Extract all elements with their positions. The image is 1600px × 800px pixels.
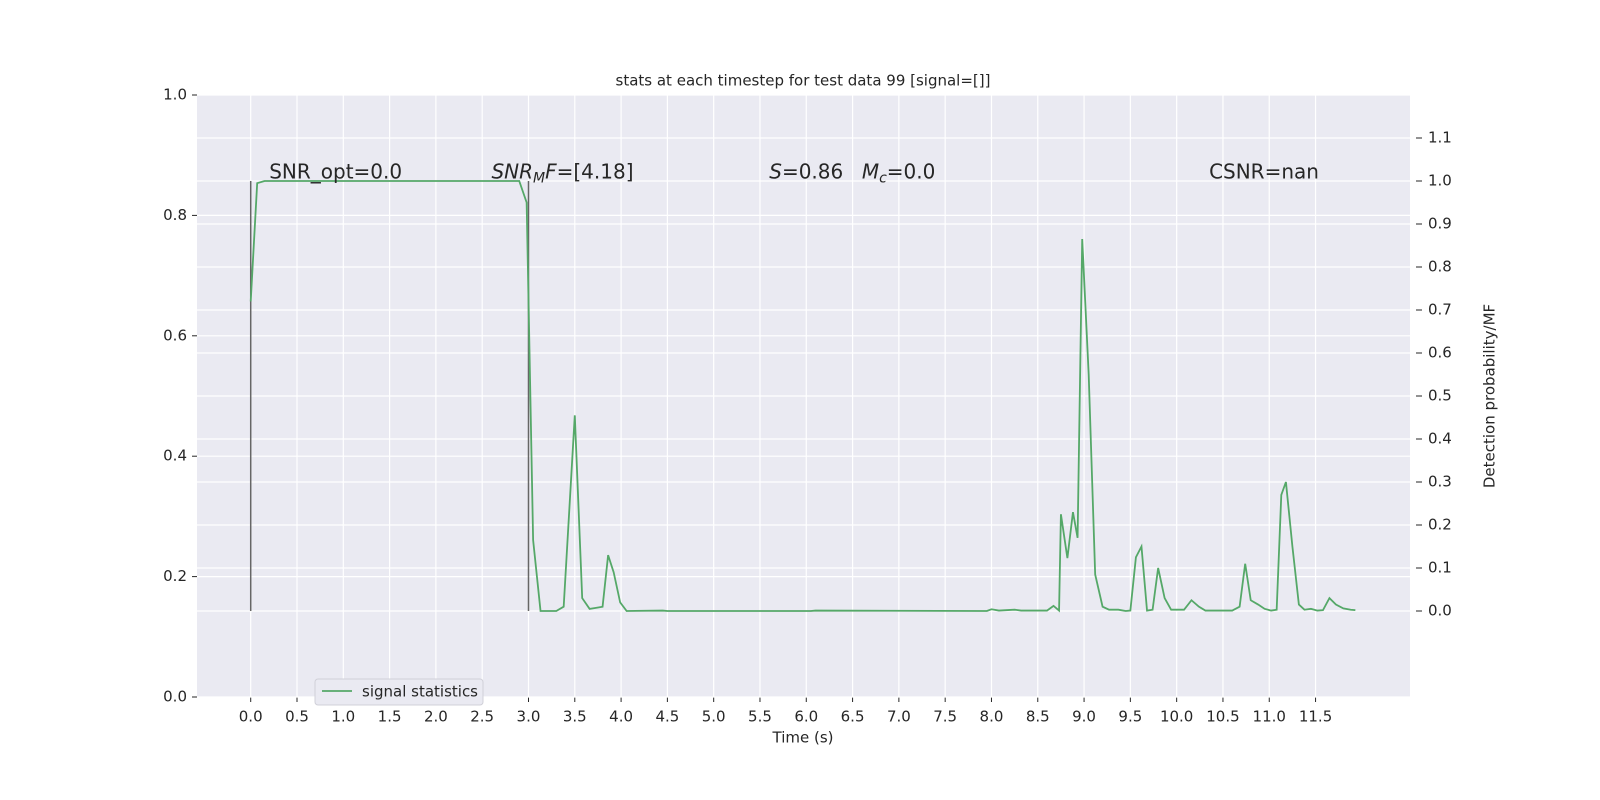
annotation-part: SNR: [491, 159, 533, 183]
y-tick-label: 0.6: [163, 326, 187, 344]
x-tick-label: 3.0: [517, 708, 541, 726]
x-tick-label: 3.5: [563, 708, 587, 726]
y2-tick-label: 0.5: [1428, 387, 1452, 405]
annotation: SNRMF=[4.18]: [491, 159, 633, 187]
x-tick-label: 9.0: [1072, 708, 1096, 726]
x-tick-label: 8.5: [1026, 708, 1050, 726]
x-tick-label: 5.5: [748, 708, 772, 726]
legend-label: signal statistics: [362, 683, 478, 701]
y2-tick-label: 0.0: [1428, 602, 1452, 620]
x-tick-label: 8.0: [980, 708, 1004, 726]
y-tick-label: 0.4: [163, 447, 187, 465]
y-tick-label: 0.8: [163, 206, 187, 224]
annotation-part: CSNR=nan: [1209, 159, 1319, 183]
y2-tick-label: 0.1: [1428, 559, 1452, 577]
x-axis-label: Time (s): [772, 729, 834, 747]
annotation: S=0.86: [769, 159, 843, 183]
legend-box: [314, 678, 484, 706]
annotation-part: =0.0: [887, 159, 936, 183]
x-tick-label: 11.0: [1253, 708, 1286, 726]
x-tick-label: 2.5: [470, 708, 494, 726]
x-tick-label: 1.0: [331, 708, 355, 726]
annotation-part: =0.86: [782, 159, 843, 183]
x-tick-label: 10.5: [1206, 708, 1239, 726]
annotation-part: SNR_opt=0.0: [269, 159, 402, 183]
x-tick-label: 2.0: [424, 708, 448, 726]
y2-tick-label: 1.0: [1428, 172, 1452, 190]
x-tick-label: 1.5: [378, 708, 402, 726]
legend: signal statistics: [314, 678, 484, 706]
x-tick-label: 10.0: [1160, 708, 1193, 726]
chart-title: stats at each timestep for test data 99 …: [616, 72, 991, 90]
x-tick-label: 11.5: [1299, 708, 1332, 726]
y2-tick-label: 0.9: [1428, 215, 1452, 233]
annotation-part: M: [862, 159, 879, 183]
annotation-part: S: [769, 159, 782, 183]
y2-tick-label: 0.2: [1428, 516, 1452, 534]
y-tick-label: 0.2: [163, 567, 187, 585]
x-tick-label: 6.0: [794, 708, 818, 726]
y2-tick-label: 0.3: [1428, 473, 1452, 491]
annotation-part: F: [545, 159, 557, 183]
x-tick-label: 4.5: [655, 708, 679, 726]
y-tick-label: 1.0: [163, 86, 187, 104]
x-tick-label: 7.0: [887, 708, 911, 726]
y2-tick-label: 0.4: [1428, 430, 1452, 448]
series-line: [249, 180, 1356, 613]
annotation: Mc=0.0: [862, 159, 936, 187]
x-tick-label: 5.0: [702, 708, 726, 726]
annotation-part: =[4.18]: [557, 159, 634, 183]
y-tick-label: 0.0: [163, 688, 187, 706]
x-tick-label: 0.0: [239, 708, 263, 726]
x-tick-label: 6.5: [841, 708, 865, 726]
y2-tick-label: 0.7: [1428, 301, 1452, 319]
annotation-part: M: [533, 170, 545, 186]
annotation-part: c: [879, 170, 887, 186]
y2-axis-label: Detection probability/MF: [1481, 304, 1499, 488]
x-tick-label: 7.5: [933, 708, 957, 726]
y2-tick-label: 1.1: [1428, 129, 1452, 147]
y2-tick-label: 0.8: [1428, 258, 1452, 276]
annotation: SNR_opt=0.0: [269, 159, 402, 183]
x-tick-label: 4.0: [609, 708, 633, 726]
annotation: CSNR=nan: [1209, 159, 1319, 183]
x-tick-label: 0.5: [285, 708, 309, 726]
y2-tick-label: 0.6: [1428, 344, 1452, 362]
x-tick-label: 9.5: [1118, 708, 1142, 726]
